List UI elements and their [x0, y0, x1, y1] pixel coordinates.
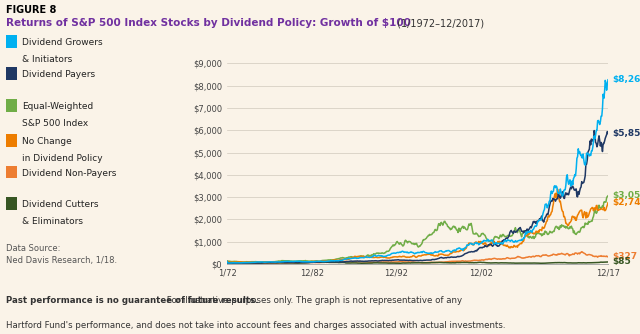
Text: $5,857: $5,857: [612, 129, 640, 138]
Text: Hartford Fund's performance, and does not take into account fees and charges ass: Hartford Fund's performance, and does no…: [6, 321, 506, 330]
Text: Dividend Payers: Dividend Payers: [22, 70, 95, 79]
Text: Dividend Growers: Dividend Growers: [22, 38, 102, 47]
Text: (1/1972–12/2017): (1/1972–12/2017): [394, 18, 484, 28]
Text: & Eliminators: & Eliminators: [22, 217, 83, 226]
Text: No Change: No Change: [22, 137, 72, 146]
Text: $327: $327: [612, 252, 637, 261]
Text: S&P 500 Index: S&P 500 Index: [22, 119, 88, 128]
Text: $2,744: $2,744: [612, 198, 640, 207]
Text: in Dividend Policy: in Dividend Policy: [22, 154, 102, 163]
Text: Past performance is no guarantee of future results.: Past performance is no guarantee of futu…: [6, 296, 259, 305]
Text: $8,267: $8,267: [612, 75, 640, 84]
Text: & Initiators: & Initiators: [22, 55, 72, 64]
Text: $3,055: $3,055: [612, 191, 640, 200]
Text: Returns of S&P 500 Index Stocks by Dividend Policy: Growth of $100: Returns of S&P 500 Index Stocks by Divid…: [6, 18, 412, 28]
Text: $85: $85: [612, 258, 631, 267]
Text: FIGURE 8: FIGURE 8: [6, 5, 57, 15]
Text: For illustrative purposes only. The graph is not representative of any: For illustrative purposes only. The grap…: [164, 296, 463, 305]
Text: Dividend Cutters: Dividend Cutters: [22, 200, 99, 209]
Text: Equal-Weighted: Equal-Weighted: [22, 102, 93, 111]
Text: Data Source:
Ned Davis Research, 1/18.: Data Source: Ned Davis Research, 1/18.: [6, 244, 118, 265]
Text: Dividend Non-Payers: Dividend Non-Payers: [22, 169, 116, 178]
